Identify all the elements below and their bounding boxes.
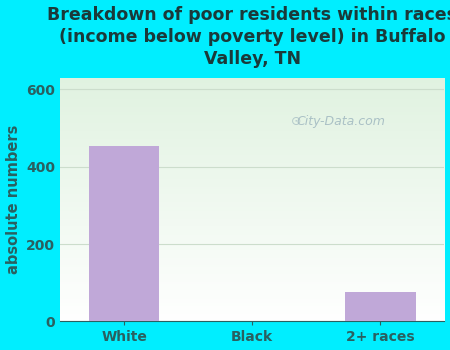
Y-axis label: absolute numbers: absolute numbers xyxy=(5,125,21,274)
Title: Breakdown of poor residents within races
(income below poverty level) in Buffalo: Breakdown of poor residents within races… xyxy=(47,6,450,68)
Bar xyxy=(345,292,416,321)
Bar xyxy=(89,146,159,321)
Text: ⊙: ⊙ xyxy=(291,115,302,128)
Text: City-Data.com: City-Data.com xyxy=(296,115,385,128)
